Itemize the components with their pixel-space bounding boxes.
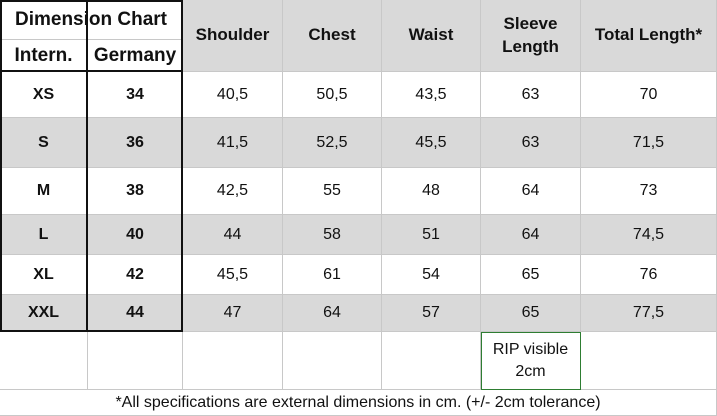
measure-value: 77,5 (581, 295, 717, 332)
measure-value: 45,5 (382, 118, 481, 168)
measure-value: 50,5 (283, 72, 382, 118)
empty-cell (0, 332, 88, 390)
size-label: 38 (88, 168, 183, 215)
measure-value: 40,5 (183, 72, 283, 118)
footer-note: *All specifications are external dimensi… (0, 390, 717, 416)
note: RIP visible 2cm (481, 332, 581, 390)
measure-value: 64 (481, 215, 581, 255)
empty-cell (581, 332, 717, 390)
measure-value: 45,5 (183, 255, 283, 295)
measure-value: 57 (382, 295, 481, 332)
measure-value: 63 (481, 72, 581, 118)
column-header: Germany (88, 40, 183, 72)
size-label: 40 (88, 215, 183, 255)
measure-value: 55 (283, 168, 382, 215)
column-header: Sleeve Length (481, 0, 581, 72)
size-label: S (0, 118, 88, 168)
empty-cell (183, 332, 283, 390)
group-title: Dimension Chart (0, 0, 183, 40)
column-header: Total Length* (581, 0, 717, 72)
measure-value: 74,5 (581, 215, 717, 255)
empty-cell (88, 332, 183, 390)
measure-value: 64 (283, 295, 382, 332)
measure-value: 65 (481, 295, 581, 332)
measure-value: 71,5 (581, 118, 717, 168)
column-header: Chest (283, 0, 382, 72)
size-label: XS (0, 72, 88, 118)
size-label: 34 (88, 72, 183, 118)
measure-value: 47 (183, 295, 283, 332)
measure-value: 48 (382, 168, 481, 215)
size-label: 44 (88, 295, 183, 332)
column-header: Waist (382, 0, 481, 72)
empty-cell (382, 332, 481, 390)
measure-value: 44 (183, 215, 283, 255)
column-header: Intern. (0, 40, 88, 72)
size-label: L (0, 215, 88, 255)
measure-value: 51 (382, 215, 481, 255)
size-label: XXL (0, 295, 88, 332)
size-label: 42 (88, 255, 183, 295)
size-label: 36 (88, 118, 183, 168)
measure-value: 65 (481, 255, 581, 295)
size-label: M (0, 168, 88, 215)
measure-value: 52,5 (283, 118, 382, 168)
measure-value: 43,5 (382, 72, 481, 118)
empty-cell (283, 332, 382, 390)
measure-value: 63 (481, 118, 581, 168)
measure-value: 42,5 (183, 168, 283, 215)
measure-value: 58 (283, 215, 382, 255)
measure-value: 76 (581, 255, 717, 295)
measure-value: 70 (581, 72, 717, 118)
measure-value: 61 (283, 255, 382, 295)
column-header: Shoulder (183, 0, 283, 72)
measure-value: 73 (581, 168, 717, 215)
measure-value: 64 (481, 168, 581, 215)
measure-value: 41,5 (183, 118, 283, 168)
measure-value: 54 (382, 255, 481, 295)
size-label: XL (0, 255, 88, 295)
